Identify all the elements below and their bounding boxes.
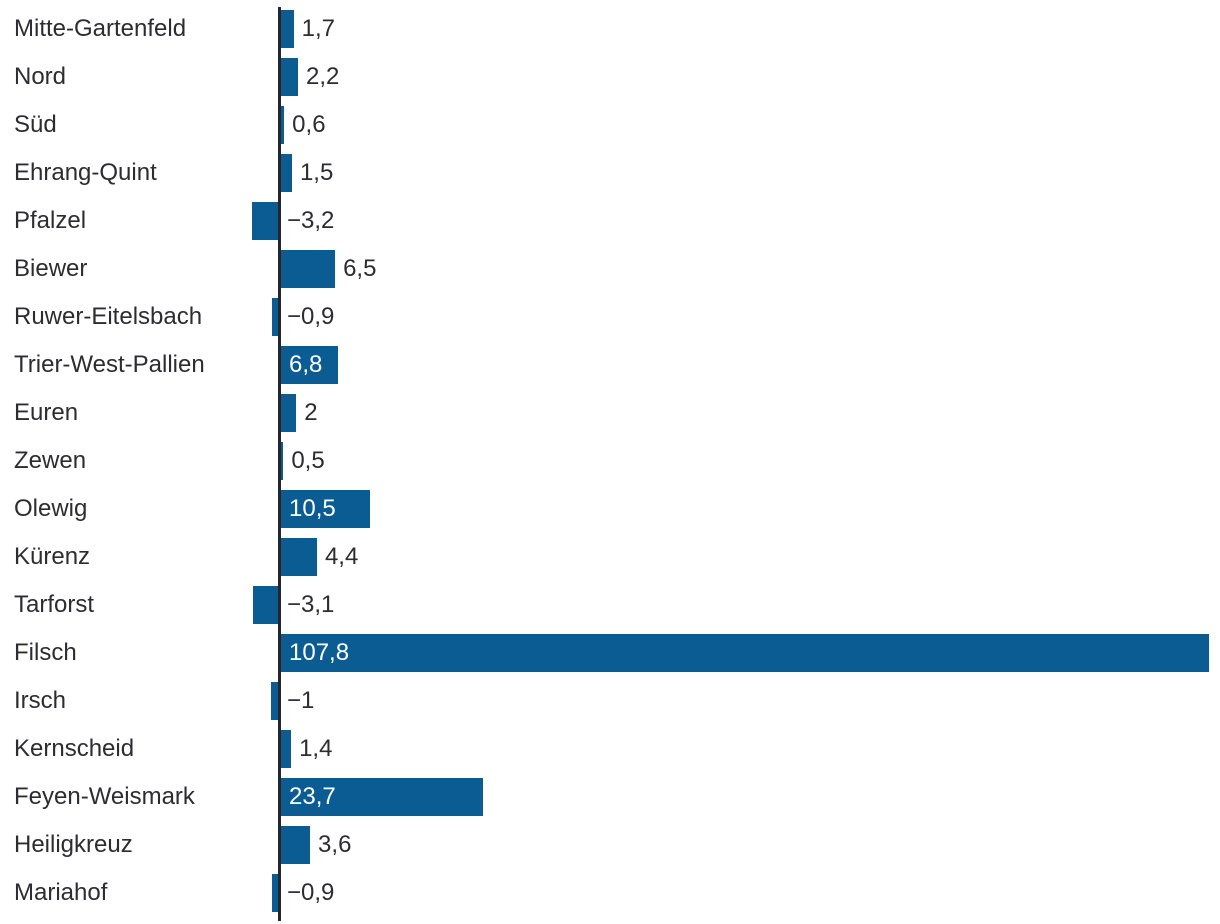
value-label: 107,8 bbox=[289, 639, 350, 666]
chart-row: Irsch −1 bbox=[0, 677, 1220, 725]
bar bbox=[279, 730, 292, 768]
bar bbox=[279, 10, 294, 48]
value-label: 3,6 bbox=[318, 831, 352, 858]
chart-row: Heiligkreuz 3,6 bbox=[0, 821, 1220, 869]
chart-row: Biewer 6,5 bbox=[0, 245, 1220, 293]
chart-row: Mariahof −0,9 bbox=[0, 869, 1220, 917]
chart-row: Euren 2 bbox=[0, 389, 1220, 437]
bar bbox=[279, 154, 292, 192]
bar bbox=[279, 826, 311, 864]
chart-row: Nord 2,2 bbox=[0, 53, 1220, 101]
value-label: 4,4 bbox=[324, 543, 359, 570]
bar bbox=[279, 778, 484, 816]
category-label: Nord bbox=[14, 63, 67, 90]
value-label: 6,8 bbox=[289, 351, 323, 378]
category-label: Olewig bbox=[14, 495, 88, 522]
chart-row: Tarforst −3,1 bbox=[0, 581, 1220, 629]
bar bbox=[279, 58, 298, 96]
category-label: Filsch bbox=[14, 639, 77, 666]
bar bbox=[279, 394, 297, 432]
category-label: Kernscheid bbox=[14, 735, 135, 762]
bar bbox=[279, 634, 1209, 672]
category-label: Tarforst bbox=[14, 591, 95, 618]
chart-row: Pfalzel −3,2 bbox=[0, 197, 1220, 245]
value-label: 10,5 bbox=[289, 495, 336, 522]
category-label: Trier-West-Pallien bbox=[14, 351, 205, 378]
category-label: Heiligkreuz bbox=[14, 831, 133, 858]
category-label: Biewer bbox=[14, 255, 88, 282]
category-label: Euren bbox=[14, 399, 79, 426]
chart-row: Kürenz 4,4 bbox=[0, 533, 1220, 581]
value-label: −0,9 bbox=[287, 303, 335, 330]
value-label: 2,2 bbox=[305, 63, 340, 90]
chart-row: Zewen 0,5 bbox=[0, 437, 1220, 485]
bar bbox=[252, 202, 280, 240]
category-label: Ruwer-Eitelsbach bbox=[14, 303, 203, 330]
value-label: 0,6 bbox=[292, 111, 326, 138]
value-label: −1 bbox=[287, 687, 315, 714]
value-label: −3,2 bbox=[287, 207, 335, 234]
chart-row: Filsch 107,8 bbox=[0, 629, 1220, 677]
bar bbox=[279, 490, 370, 528]
category-label: Irsch bbox=[14, 687, 67, 714]
bar bbox=[279, 106, 285, 144]
value-label: −0,9 bbox=[287, 879, 335, 906]
bar bbox=[271, 682, 280, 720]
chart-row: Ruwer-Eitelsbach −0,9 bbox=[0, 293, 1220, 341]
bar bbox=[279, 250, 336, 288]
chart-row: Süd 0,6 bbox=[0, 101, 1220, 149]
category-label: Mitte-Gartenfeld bbox=[14, 15, 187, 42]
value-label: 2 bbox=[304, 399, 318, 426]
category-label: Kürenz bbox=[14, 543, 91, 570]
bar bbox=[272, 298, 280, 336]
chart-row: Kernscheid 1,4 bbox=[0, 725, 1220, 773]
zero-axis-line bbox=[278, 7, 281, 921]
value-label: −3,1 bbox=[287, 591, 335, 618]
chart-row: Ehrang-Quint 1,5 bbox=[0, 149, 1220, 197]
chart-row: Trier-West-Pallien 6,8 bbox=[0, 341, 1220, 389]
value-label: 1,4 bbox=[299, 735, 333, 762]
chart-row: Olewig 10,5 bbox=[0, 485, 1220, 533]
value-label: 1,7 bbox=[301, 15, 336, 42]
bar bbox=[253, 586, 280, 624]
category-label: Pfalzel bbox=[14, 207, 87, 234]
category-label: Ehrang-Quint bbox=[14, 159, 157, 186]
chart-row: Mitte-Gartenfeld 1,7 bbox=[0, 5, 1220, 53]
value-label: 23,7 bbox=[289, 783, 336, 810]
category-label: Süd bbox=[14, 111, 57, 138]
value-label: 1,5 bbox=[299, 159, 334, 186]
value-label: 6,5 bbox=[343, 255, 377, 282]
category-label: Zewen bbox=[14, 447, 87, 474]
bar bbox=[279, 346, 338, 384]
bar bbox=[272, 874, 280, 912]
chart-row: Feyen-Weismark 23,7 bbox=[0, 773, 1220, 821]
bar bbox=[279, 442, 284, 480]
value-label: 0,5 bbox=[291, 447, 325, 474]
bar bbox=[279, 538, 317, 576]
category-label: Feyen-Weismark bbox=[14, 783, 195, 810]
category-label: Mariahof bbox=[14, 879, 108, 906]
